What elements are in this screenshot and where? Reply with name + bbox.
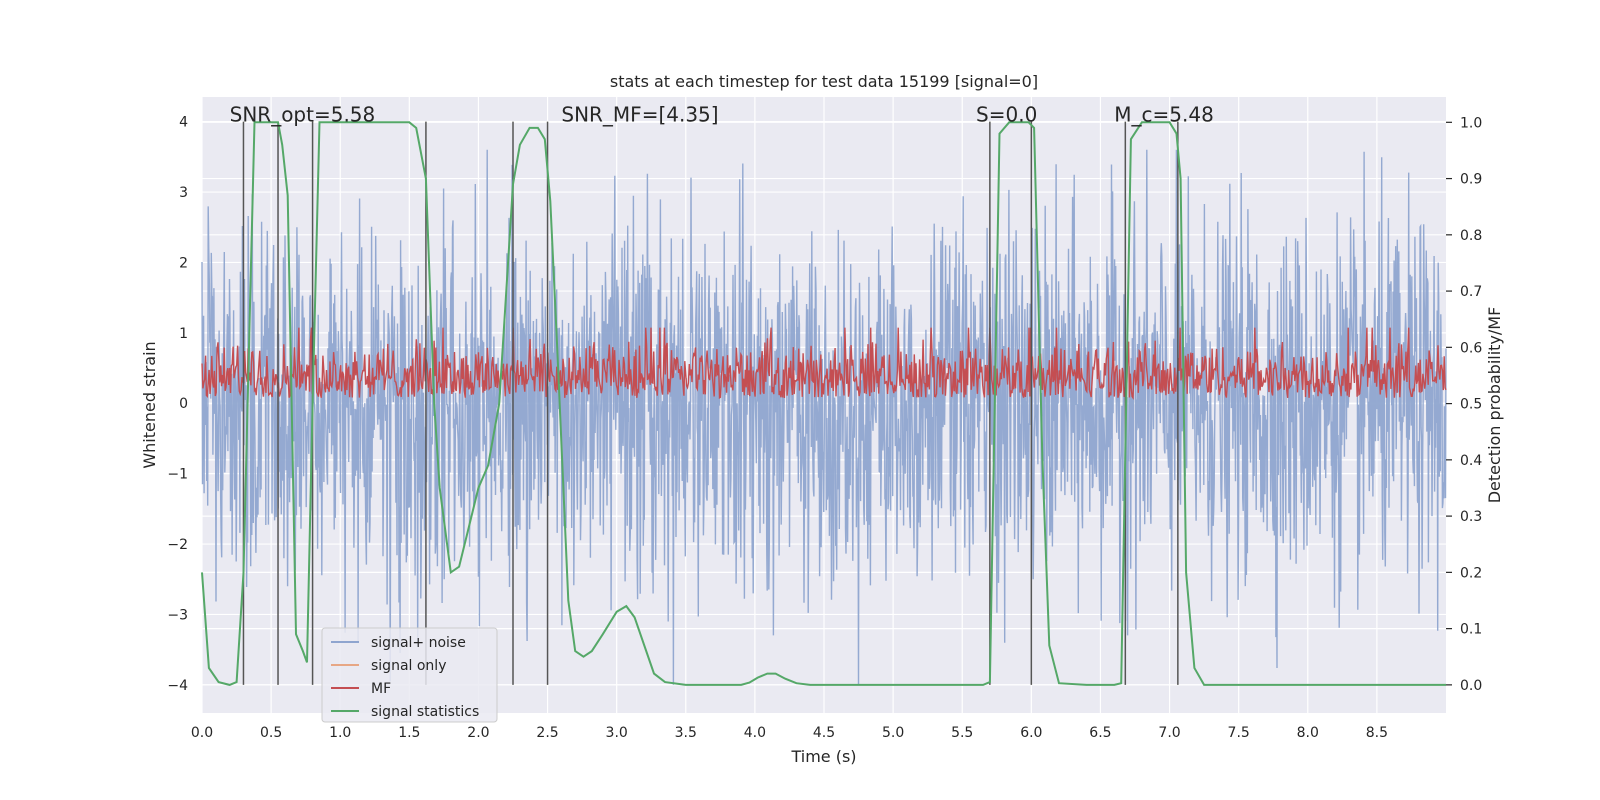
y2-tick-label: 0.1 — [1460, 622, 1482, 638]
x-axis-label: Time (s) — [790, 747, 856, 766]
x-tick-label: 7.0 — [1158, 725, 1180, 741]
annotation-text: SNR_MF=[4.35] — [561, 103, 718, 127]
x-tick-label: 1.0 — [329, 725, 351, 741]
x-tick-label: 3.0 — [606, 725, 628, 741]
x-tick-label: 4.5 — [813, 725, 835, 741]
y2-ticks: 0.0 0.1 0.2 0.3 0.4 0.5 0.6 0.7 0.8 0.9 1.0 — [1446, 115, 1482, 694]
y2-tick-label: 0.3 — [1460, 509, 1482, 525]
x-tick-label: 7.5 — [1228, 725, 1250, 741]
annotations: SNR_opt=5.58 SNR_MF=[4.35] S=0.0 M_c=5.48 — [230, 103, 1214, 127]
y-ticks: −4 −3 −2 −1 0 1 2 3 4 — [167, 115, 188, 694]
y-axis-label: Whitened strain — [140, 341, 159, 468]
x-tick-label: 1.5 — [398, 725, 420, 741]
legend-label: MF — [371, 681, 391, 697]
y-tick-label: 0 — [179, 396, 188, 412]
y-tick-label: 4 — [179, 115, 188, 131]
y-tick-label: −3 — [167, 607, 188, 623]
series-signal-noise — [201, 149, 1447, 685]
x-tick-label: 4.0 — [744, 725, 766, 741]
x-tick-label: 6.5 — [1089, 725, 1111, 741]
legend-label: signal statistics — [371, 704, 479, 720]
y2-tick-label: 0.9 — [1460, 172, 1482, 188]
x-tick-label: 8.5 — [1366, 725, 1388, 741]
series-signal-statistics — [201, 121, 1446, 686]
x-tick-label: 6.0 — [1020, 725, 1042, 741]
y2-tick-label: 0.8 — [1460, 228, 1482, 244]
y-tick-label: 2 — [179, 255, 188, 271]
y-tick-label: −1 — [167, 467, 188, 483]
noise-line — [201, 149, 1447, 685]
x-tick-label: 5.0 — [882, 725, 904, 741]
vertical-lines — [242, 121, 1179, 685]
y2-tick-label: 1.0 — [1460, 115, 1482, 131]
y2-tick-label: 0.7 — [1460, 284, 1482, 300]
legend-box — [321, 627, 498, 723]
legend: signal+ noise signal only MF signal statist… — [321, 627, 498, 723]
x-tick-label: 3.5 — [675, 725, 697, 741]
y2-tick-label: 0.2 — [1460, 565, 1482, 581]
legend-label: signal+ noise — [371, 635, 466, 651]
y-tick-label: −2 — [167, 537, 188, 553]
legend-label: signal only — [371, 658, 446, 674]
y2-axis-label: Detection probability/MF — [1485, 307, 1504, 504]
y-tick-label: 1 — [179, 326, 188, 342]
chart-title: stats at each timestep for test data 151… — [610, 72, 1038, 91]
x-tick-label: 5.5 — [951, 725, 973, 741]
y2-tick-label: 0.0 — [1460, 678, 1482, 694]
annotation-text: S=0.0 — [976, 103, 1037, 127]
y-tick-label: 3 — [179, 185, 188, 201]
mf-line — [201, 327, 1447, 400]
annotation-text: M_c=5.48 — [1114, 103, 1214, 127]
y2-tick-label: 0.6 — [1460, 340, 1482, 356]
y2-tick-label: 0.4 — [1460, 453, 1482, 469]
x-tick-label: 8.0 — [1297, 725, 1319, 741]
x-tick-label: 0.0 — [191, 725, 213, 741]
x-tick-label: 0.5 — [260, 725, 282, 741]
x-ticks: 0.0 0.5 1.0 1.5 2.0 2.5 3.0 3.5 4.0 4.5 5.0 5.5 6.0 6… — [191, 725, 1388, 741]
signal-statistics-line — [201, 121, 1446, 686]
y-tick-label: −4 — [167, 678, 188, 694]
series-mf — [201, 327, 1447, 400]
x-tick-label: 2.0 — [467, 725, 489, 741]
x-tick-label: 2.5 — [536, 725, 558, 741]
y2-tick-label: 0.5 — [1460, 397, 1482, 413]
annotation-text: SNR_opt=5.58 — [230, 103, 376, 127]
